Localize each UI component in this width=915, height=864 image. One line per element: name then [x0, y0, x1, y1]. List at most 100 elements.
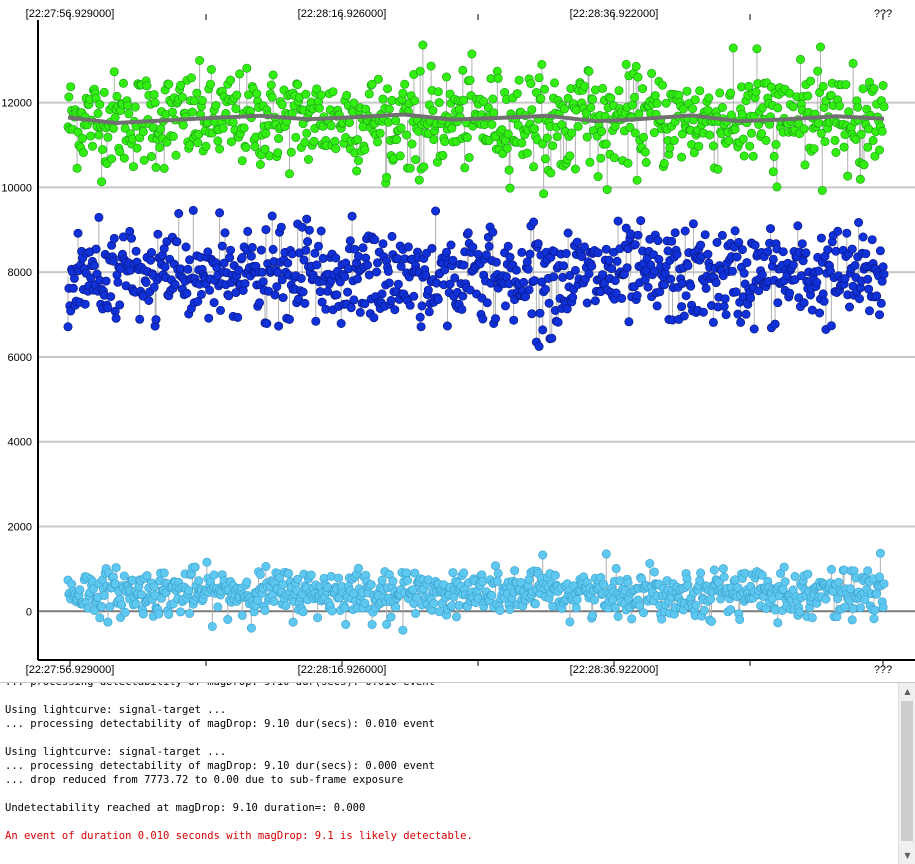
data-point — [340, 272, 350, 282]
data-point — [209, 298, 219, 308]
data-point — [659, 158, 669, 168]
data-point — [154, 609, 164, 619]
data-point — [411, 155, 421, 165]
data-point — [242, 577, 252, 587]
data-point — [706, 594, 716, 604]
data-point — [313, 241, 323, 251]
data-point — [694, 141, 704, 151]
data-point — [489, 108, 499, 118]
data-point — [534, 73, 544, 83]
data-point — [296, 273, 306, 283]
data-point — [679, 311, 689, 321]
data-point — [814, 266, 824, 276]
data-point — [172, 237, 182, 247]
data-point — [408, 585, 418, 595]
log-output-panel[interactable]: ... processing detectability of magDrop:… — [0, 682, 915, 864]
data-point — [301, 245, 311, 255]
data-point — [688, 219, 698, 229]
data-point — [535, 308, 545, 318]
data-point — [293, 80, 303, 90]
data-point — [534, 341, 544, 351]
data-point — [708, 141, 718, 151]
scroll-down-icon[interactable]: ▼ — [904, 851, 911, 860]
log-scrollbar[interactable]: ▲ ▼ — [898, 683, 915, 864]
lightcurve-plot[interactable]: 0 2000 4000 6000 8000 10000 12000 [22:27:56.929… — [0, 0, 915, 682]
data-point — [780, 577, 790, 587]
data-point — [372, 267, 382, 277]
data-point — [597, 126, 607, 136]
data-point — [788, 102, 798, 112]
data-point — [213, 602, 223, 612]
data-point — [277, 275, 287, 285]
data-point — [737, 245, 747, 255]
data-point — [696, 240, 706, 250]
data-point — [155, 143, 165, 153]
data-point — [416, 322, 426, 332]
data-point — [95, 99, 105, 109]
scrollbar-thumb[interactable] — [901, 701, 913, 841]
data-point — [552, 132, 562, 142]
data-point — [855, 174, 865, 184]
data-point — [360, 598, 370, 608]
data-point — [538, 139, 548, 149]
data-point — [706, 616, 716, 626]
data-point — [609, 153, 619, 163]
data-point — [451, 612, 461, 622]
data-point — [703, 249, 713, 259]
data-point — [419, 162, 429, 172]
data-point — [225, 253, 235, 263]
data-point — [387, 231, 397, 241]
data-point — [695, 86, 705, 96]
data-point — [495, 605, 505, 615]
data-point — [135, 314, 145, 324]
data-point — [260, 144, 270, 154]
data-point — [88, 584, 98, 594]
data-point — [538, 550, 548, 560]
lightcurve-plot-panel[interactable]: 0 2000 4000 6000 8000 10000 12000 [22:27:56.929… — [0, 0, 915, 682]
data-point — [167, 107, 177, 117]
data-point — [549, 272, 559, 282]
data-point — [378, 94, 388, 104]
data-point — [411, 608, 421, 618]
data-point — [785, 88, 795, 98]
data-point — [378, 239, 388, 249]
data-point — [861, 249, 871, 259]
data-point — [273, 148, 283, 158]
data-point — [67, 579, 77, 589]
data-point — [206, 65, 216, 75]
data-point — [874, 145, 884, 155]
data-point — [525, 249, 535, 259]
data-point — [505, 183, 515, 193]
data-point — [623, 158, 633, 168]
data-point — [147, 152, 157, 162]
data-point — [593, 248, 603, 258]
data-point — [670, 228, 680, 238]
data-point — [103, 617, 113, 627]
data-point — [613, 611, 623, 621]
data-point — [274, 321, 284, 331]
data-point — [203, 247, 213, 257]
data-point — [112, 91, 122, 101]
data-point — [423, 285, 433, 295]
data-point — [353, 563, 363, 573]
data-point — [185, 608, 195, 618]
data-point — [88, 141, 98, 151]
log-text-area[interactable]: ... processing detectability of magDrop:… — [0, 683, 898, 864]
scroll-up-icon[interactable]: ▲ — [904, 687, 911, 696]
data-point — [211, 101, 221, 111]
data-point — [586, 103, 596, 113]
data-point — [799, 124, 809, 134]
data-point — [727, 266, 737, 276]
data-point — [441, 247, 451, 257]
data-point — [875, 548, 885, 558]
data-point — [482, 298, 492, 308]
data-point — [734, 237, 744, 247]
data-point — [612, 256, 622, 266]
data-point — [159, 568, 169, 578]
data-point — [428, 106, 438, 116]
x-tick-label-top: ??? — [874, 8, 892, 20]
data-point — [382, 619, 392, 629]
data-point — [68, 283, 78, 293]
data-point — [94, 130, 104, 140]
data-point — [584, 269, 594, 279]
